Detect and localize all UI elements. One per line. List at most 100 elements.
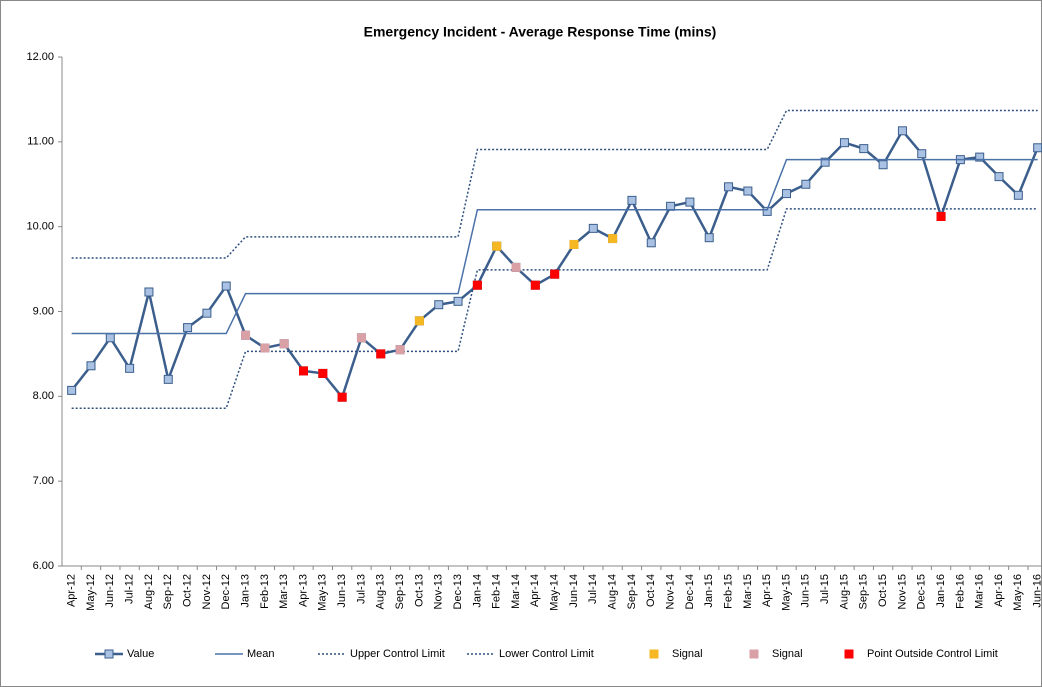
x-tick-label: Jun-14 [568, 574, 580, 608]
point-marker [279, 339, 289, 349]
x-tick-label: Oct-13 [413, 574, 425, 607]
point-marker [936, 211, 946, 221]
y-tick-label: 6.00 [33, 560, 54, 572]
point-marker [414, 316, 424, 326]
point-marker [724, 182, 734, 192]
x-tick-label: Jan-15 [703, 574, 715, 608]
x-tick-label: Sep-15 [858, 574, 870, 609]
x-tick-label: Feb-15 [722, 574, 734, 609]
x-tick-label: Aug-12 [143, 574, 155, 609]
x-tick-label: Jul-14 [587, 574, 599, 604]
point-marker [67, 385, 77, 395]
point-marker [492, 241, 502, 251]
y-tick-label: 8.00 [33, 390, 54, 402]
x-tick-label: Nov-12 [201, 574, 213, 609]
x-tick-label: Apr-13 [297, 574, 309, 607]
point-marker [395, 345, 405, 355]
point-marker [1013, 190, 1023, 200]
x-tick-label: May-15 [780, 574, 792, 611]
x-tick-label: Dec-15 [916, 574, 928, 609]
legend-label: Signal [672, 648, 703, 660]
legend-label: Upper Control Limit [350, 648, 445, 660]
x-tick-label: Dec-14 [684, 574, 696, 609]
x-tick-label: Feb-16 [954, 574, 966, 609]
x-tick-label: Sep-12 [162, 574, 174, 609]
x-tick-label: Dec-13 [452, 574, 464, 609]
point-marker [221, 281, 231, 291]
x-tick-label: Jul-15 [819, 574, 831, 604]
y-tick-label: 10.00 [26, 221, 54, 233]
legend: Value Mean Upper Control Limit Lower Contro… [95, 648, 998, 660]
x-tick-label: Nov-15 [896, 574, 908, 609]
x-tick-label: May-12 [85, 574, 97, 611]
point-marker [820, 157, 830, 167]
chart-title: Emergency Incident - Average Response Ti… [364, 24, 717, 40]
x-tick-label: Aug-15 [838, 574, 850, 609]
point-marker [550, 269, 560, 279]
point-marker [318, 368, 328, 378]
x-tick-label: Feb-14 [491, 574, 503, 609]
x-tick-label: Feb-13 [259, 574, 271, 609]
point-marker [376, 349, 386, 359]
point-marker [994, 172, 1004, 182]
point-marker [762, 206, 772, 216]
plot-area: 6.00 7.00 8.00 9.00 10.00 11.00 12.00 Apr-12 May… [26, 51, 1042, 611]
point-marker [241, 330, 251, 340]
point-marker [627, 195, 637, 205]
legend-marker [104, 649, 114, 659]
point-marker [337, 392, 347, 402]
point-marker [646, 238, 656, 248]
point-marker [125, 363, 135, 373]
point-marker [1033, 143, 1042, 153]
x-tick-label: Mar-15 [742, 574, 754, 609]
x-tick-label: Jun-15 [800, 574, 812, 608]
x-tick-label: Apr-14 [529, 574, 541, 607]
y-tick-label: 9.00 [33, 305, 54, 317]
x-tick-label: Jun-13 [336, 574, 348, 608]
x-tick-label: Sep-14 [626, 574, 638, 609]
point-marker [917, 149, 927, 159]
series-line [71, 109, 1038, 259]
point-marker [260, 343, 270, 353]
point-marker [859, 144, 869, 154]
legend-label: Lower Control Limit [499, 648, 594, 660]
x-tick-label: May-14 [549, 574, 561, 611]
point-marker [897, 126, 907, 136]
point-marker [530, 280, 540, 290]
point-marker [608, 234, 618, 244]
point-marker [472, 280, 482, 290]
x-tick-label: Oct-12 [181, 574, 193, 607]
legend-label: Signal [772, 648, 803, 660]
point-marker [511, 262, 521, 272]
x-tick-label: Apr-16 [993, 574, 1005, 607]
x-tick-label: Aug-14 [607, 574, 619, 609]
x-tick-label: Oct-15 [877, 574, 889, 607]
point-marker [685, 197, 695, 207]
x-tick-label: Jun-16 [1032, 574, 1042, 608]
x-tick-label: Jan-14 [471, 574, 483, 608]
point-marker [801, 179, 811, 189]
point-marker [144, 287, 154, 297]
point-marker [356, 333, 366, 343]
legend-label: Mean [247, 648, 275, 660]
x-tick-label: Jul-12 [124, 574, 136, 604]
legend-marker [649, 649, 659, 659]
point-marker [163, 374, 173, 384]
x-tick-label: Oct-14 [645, 574, 657, 607]
point-marker [588, 223, 598, 233]
x-tick-label: Mar-16 [974, 574, 986, 609]
x-tick-label: Jun-12 [104, 574, 116, 608]
x-tick-label: Jul-13 [355, 574, 367, 604]
x-tick-label: Aug-13 [375, 574, 387, 609]
point-marker [839, 138, 849, 148]
x-tick-label: Nov-13 [433, 574, 445, 609]
x-tick-label: Apr-12 [66, 574, 78, 607]
point-marker [86, 361, 96, 371]
point-marker [183, 323, 193, 333]
y-tick-label: 11.00 [27, 136, 54, 148]
legend-marker [749, 649, 759, 659]
point-marker [434, 300, 444, 310]
y-tick-label: 7.00 [33, 475, 54, 487]
series-line [71, 158, 1038, 335]
